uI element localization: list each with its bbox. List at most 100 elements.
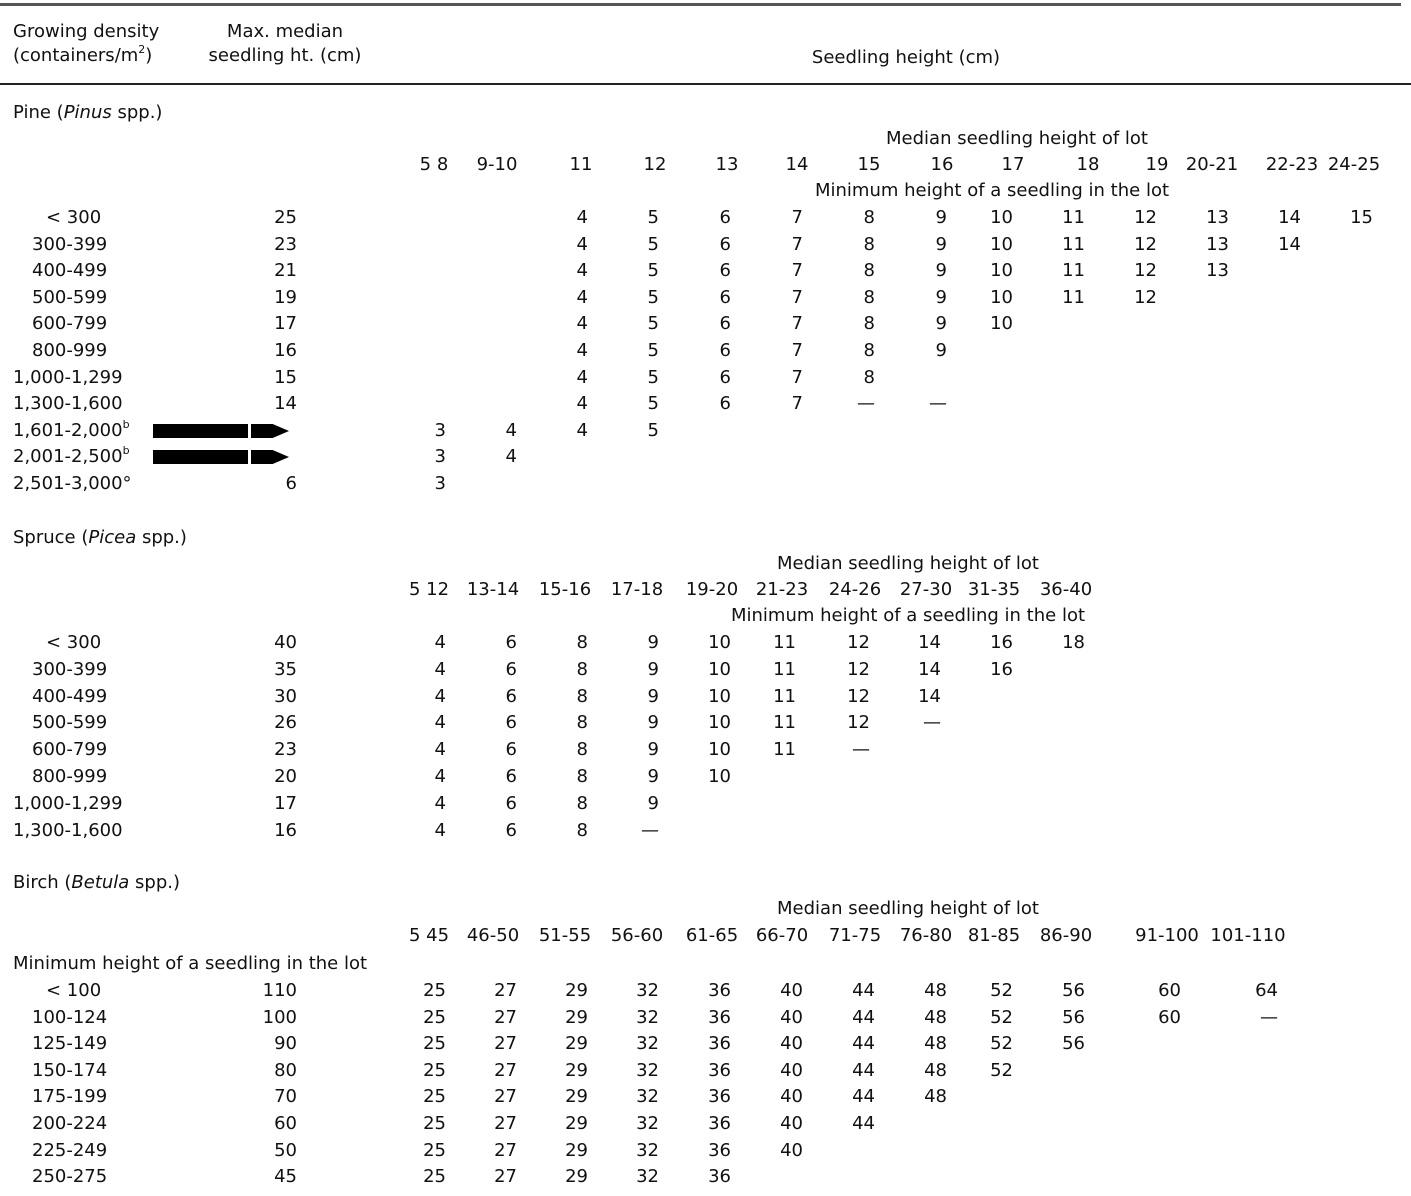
spruce-cell: 9 (647, 739, 659, 760)
pine-cell: 10 (990, 207, 1013, 228)
pine-cell: 13 (1206, 207, 1229, 228)
pine-col-header: 9-10 (476, 154, 518, 175)
pine-cell: 11 (1062, 260, 1085, 281)
birch-row-density: 100-124 (32, 1007, 108, 1028)
birch-cell: 52 (990, 1060, 1013, 1081)
spruce-col-header: 27-30 (899, 579, 953, 600)
spruce-cell: 10 (708, 739, 731, 760)
spruce-cell: 12 (847, 632, 870, 653)
pine-col-header: 5 8 (419, 154, 449, 175)
birch-cell: 29 (565, 1140, 588, 1161)
birch-cell: 27 (494, 1086, 517, 1107)
spruce-cell: 6 (505, 739, 517, 760)
pine-cell: 3 (434, 420, 446, 441)
birch-cell: 27 (494, 1140, 517, 1161)
birch-cell: 27 (494, 1113, 517, 1134)
pine-cell: 4 (505, 446, 517, 467)
spruce-row-max: 20 (274, 766, 297, 787)
spruce-row-max: 40 (274, 632, 297, 653)
birch-col-header: 51-55 (538, 925, 592, 946)
birch-cell: 29 (565, 1060, 588, 1081)
spruce-cell: 14 (918, 686, 941, 707)
birch-col-header: 56-60 (610, 925, 664, 946)
birch-row-density: < 100 (46, 980, 102, 1001)
top-rule (0, 3, 1401, 6)
pine-cell: 5 (647, 313, 659, 334)
birch-col-header: 101-110 (1210, 925, 1286, 946)
pine-row-density: 500-599 (32, 287, 108, 308)
birch-cell: 36 (708, 1113, 731, 1134)
birch-cell: 48 (924, 1086, 947, 1107)
pine-col-header: 19 (1145, 154, 1169, 175)
birch-cell: 25 (423, 1060, 446, 1081)
birch-cell: 29 (565, 1033, 588, 1054)
pine-row-max: 21 (274, 260, 297, 281)
birch-row-density: 175-199 (32, 1086, 108, 1107)
pine-cell: 9 (935, 234, 947, 255)
spruce-col-header: 31-35 (967, 579, 1021, 600)
spruce-cell: 6 (505, 686, 517, 707)
spruce-cell: 11 (773, 739, 796, 760)
birch-cell: 52 (990, 980, 1013, 1001)
pine-cell: 4 (576, 340, 588, 361)
birch-cell: 48 (924, 1033, 947, 1054)
birch-row-max: 110 (262, 980, 297, 1001)
birch-cell: 40 (780, 980, 803, 1001)
spruce-row-max: 16 (274, 820, 297, 841)
birch-cell: 25 (423, 1007, 446, 1028)
spruce-col-header: 13-14 (466, 579, 520, 600)
birch-cell: 27 (494, 980, 517, 1001)
pine-cell: 6 (719, 287, 731, 308)
birch-cell: 32 (636, 1007, 659, 1028)
spruce-cell: 9 (647, 712, 659, 733)
birch-median-label: Median seedling height of lot (777, 898, 1039, 919)
birch-cell: 27 (494, 1007, 517, 1028)
pine-col-header: 15 (857, 154, 881, 175)
birch-cell: 25 (423, 1140, 446, 1161)
spruce-row-max: 30 (274, 686, 297, 707)
birch-col-header: 91-100 (1135, 925, 1199, 946)
spruce-col-header: 36-40 (1039, 579, 1093, 600)
pine-cell: 10 (990, 313, 1013, 334)
spruce-section-title: Spruce (Picea spp.) (13, 527, 187, 548)
pine-row-max: 19 (274, 287, 297, 308)
spruce-cell: 14 (918, 659, 941, 680)
birch-col-header: 61-65 (685, 925, 739, 946)
birch-row-max: 90 (274, 1033, 297, 1054)
pine-col-header: 22-23 (1265, 154, 1319, 175)
birch-row-max: 60 (274, 1113, 297, 1134)
pine-section-title: Pine (Pinus spp.) (13, 102, 163, 123)
birch-cell: 25 (423, 1113, 446, 1134)
spruce-row-max: 35 (274, 659, 297, 680)
pine-col-header: 11 (569, 154, 593, 175)
birch-row-density: 150-174 (32, 1060, 108, 1081)
birch-col-header: 71-75 (828, 925, 882, 946)
spruce-col-header: 21-23 (755, 579, 809, 600)
pine-cell: 12 (1134, 207, 1157, 228)
pine-cell: 4 (576, 420, 588, 441)
spruce-cell: 10 (708, 632, 731, 653)
pine-row-max: 25 (274, 207, 297, 228)
spruce-cell: 6 (505, 712, 517, 733)
pine-cell: 3 (434, 473, 446, 494)
birch-cell: — (1260, 1007, 1278, 1028)
spruce-cell: 4 (434, 766, 446, 787)
pine-cell: — (857, 393, 875, 414)
spruce-row-density: 1,300-1,600 (13, 820, 123, 841)
spruce-cell: 12 (847, 686, 870, 707)
spruce-cell: 8 (576, 686, 588, 707)
birch-col-header: 86-90 (1039, 925, 1093, 946)
birch-cell: 56 (1062, 1007, 1085, 1028)
pine-cell: 6 (719, 234, 731, 255)
birch-cell: 40 (780, 1007, 803, 1028)
birch-col-header: 66-70 (755, 925, 809, 946)
pine-col-header: 24-25 (1327, 154, 1381, 175)
pine-cell: 10 (990, 260, 1013, 281)
pine-median-label: Median seedling height of lot (886, 128, 1148, 149)
pine-cell: 9 (935, 340, 947, 361)
birch-cell: 52 (990, 1033, 1013, 1054)
spruce-row-max: 17 (274, 793, 297, 814)
birch-cell: 27 (494, 1033, 517, 1054)
pine-cell: 14 (1278, 234, 1301, 255)
birch-col-header: 81-85 (967, 925, 1021, 946)
